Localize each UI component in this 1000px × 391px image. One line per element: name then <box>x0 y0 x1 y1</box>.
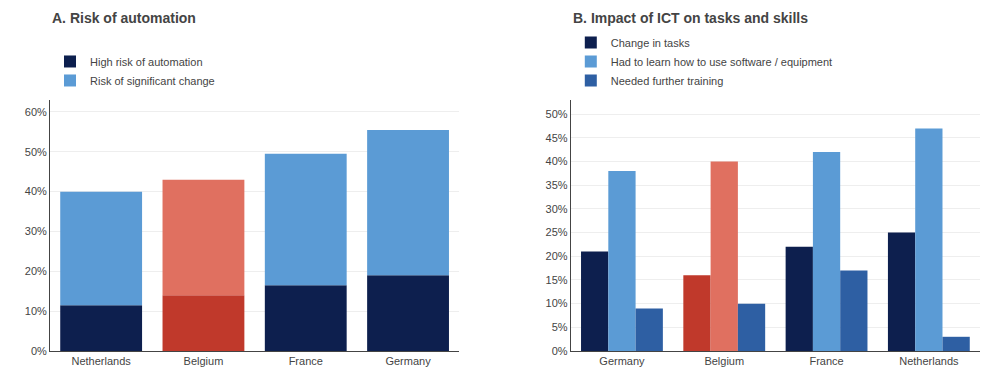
svg-text:40%: 40% <box>25 185 47 197</box>
svg-text:B. Impact of ICT on tasks and: B. Impact of ICT on tasks and skills <box>573 10 808 26</box>
svg-text:60%: 60% <box>25 106 47 118</box>
svg-text:Needed further training: Needed further training <box>611 75 724 87</box>
svg-text:50%: 50% <box>25 146 47 158</box>
svg-text:Had to learn how to use softwa: Had to learn how to use software / equip… <box>611 56 832 68</box>
svg-text:30%: 30% <box>25 225 47 237</box>
svg-text:20%: 20% <box>25 265 47 277</box>
svg-text:0%: 0% <box>31 345 47 357</box>
svg-text:35%: 35% <box>546 179 568 191</box>
svg-text:10%: 10% <box>546 297 568 309</box>
svg-text:25%: 25% <box>546 226 568 238</box>
svg-text:Belgium: Belgium <box>184 355 224 367</box>
svg-text:Belgium: Belgium <box>704 355 744 367</box>
svg-text:Change in tasks: Change in tasks <box>611 37 690 49</box>
svg-text:10%: 10% <box>25 305 47 317</box>
svg-text:France: France <box>809 355 843 367</box>
svg-text:20%: 20% <box>546 250 568 262</box>
svg-text:15%: 15% <box>546 274 568 286</box>
svg-text:40%: 40% <box>546 155 568 167</box>
svg-text:Germany: Germany <box>599 355 645 367</box>
svg-text:Netherlands: Netherlands <box>899 355 959 367</box>
svg-text:45%: 45% <box>546 132 568 144</box>
svg-text:50%: 50% <box>546 108 568 120</box>
svg-text:Risk of significant change: Risk of significant change <box>90 75 215 87</box>
svg-text:30%: 30% <box>546 203 568 215</box>
svg-text:5%: 5% <box>552 321 568 333</box>
svg-text:A. Risk of automation: A. Risk of automation <box>52 10 196 26</box>
svg-text:High risk of automation: High risk of automation <box>90 56 203 68</box>
svg-text:Netherlands: Netherlands <box>71 355 131 367</box>
svg-text:Germany: Germany <box>385 355 431 367</box>
svg-text:France: France <box>289 355 323 367</box>
svg-text:0%: 0% <box>552 345 568 357</box>
